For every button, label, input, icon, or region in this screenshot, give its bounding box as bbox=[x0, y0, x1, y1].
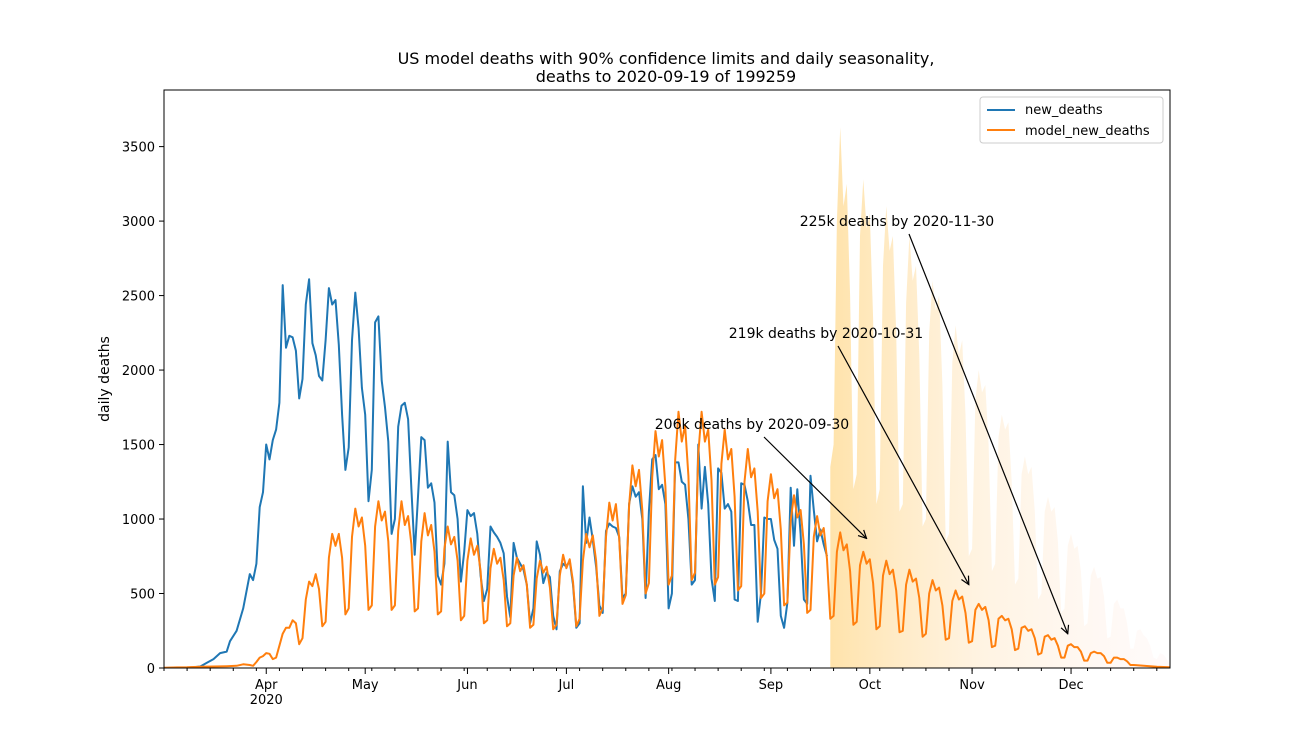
annotation-arrow bbox=[908, 233, 1068, 634]
annotation-label: 219k deaths by 2020-10-31 bbox=[729, 326, 923, 342]
y-tick-label: 0 bbox=[147, 662, 155, 677]
y-tick-label: 1000 bbox=[122, 513, 155, 528]
annotations: 206k deaths by 2020-09-30 219k deaths by … bbox=[655, 214, 1068, 634]
x-tick-label-nov: Nov bbox=[959, 678, 985, 693]
legend-box bbox=[979, 96, 1164, 144]
legend: new_deaths model_new_deaths bbox=[979, 96, 1164, 144]
x-tick-label-jul: Jul bbox=[558, 678, 575, 693]
legend-label-model-new-deaths: model_new_deaths bbox=[1025, 124, 1150, 139]
y-tick-label: 1500 bbox=[122, 439, 155, 454]
axes: 0 500 1000 1500 2000 2500 3000 3500 Apr May Jun Jul… bbox=[122, 141, 1158, 708]
plot-area bbox=[164, 127, 1170, 668]
x-year-label: 2020 bbox=[250, 693, 283, 708]
y-tick-label: 3500 bbox=[122, 141, 155, 156]
annotation-arrow bbox=[837, 345, 969, 585]
y-tick-label: 2000 bbox=[122, 364, 155, 379]
x-tick-label-sep: Sep bbox=[759, 678, 784, 693]
y-tick-label: 2500 bbox=[122, 290, 155, 305]
x-tick-label-dec: Dec bbox=[1058, 678, 1083, 693]
y-tick-label: 500 bbox=[130, 588, 155, 603]
x-tick-label-may: May bbox=[352, 678, 379, 693]
chart-subtitle: deaths to 2020-09-19 of 199259 bbox=[536, 67, 796, 86]
chart-title: US model deaths with 90% confidence limi… bbox=[398, 49, 935, 68]
plot-frame bbox=[163, 89, 1171, 669]
annotation-label: 206k deaths by 2020-09-30 bbox=[655, 417, 849, 433]
x-tick-label-jun: Jun bbox=[456, 678, 477, 693]
confidence-band-area bbox=[830, 127, 1170, 668]
annotation-arrow bbox=[763, 436, 867, 538]
y-tick-label: 3000 bbox=[122, 215, 155, 230]
legend-label-new-deaths: new_deaths bbox=[1025, 103, 1103, 118]
x-tick-label-oct: Oct bbox=[859, 678, 881, 693]
annotation-label: 225k deaths by 2020-11-30 bbox=[800, 214, 994, 230]
series-line-new-deaths bbox=[164, 278, 828, 668]
x-tick-label-apr: Apr bbox=[255, 678, 278, 693]
y-axis-label: daily deaths bbox=[97, 336, 113, 422]
x-tick-label-aug: Aug bbox=[656, 678, 681, 693]
series-line-model-new-deaths bbox=[164, 410, 1170, 668]
